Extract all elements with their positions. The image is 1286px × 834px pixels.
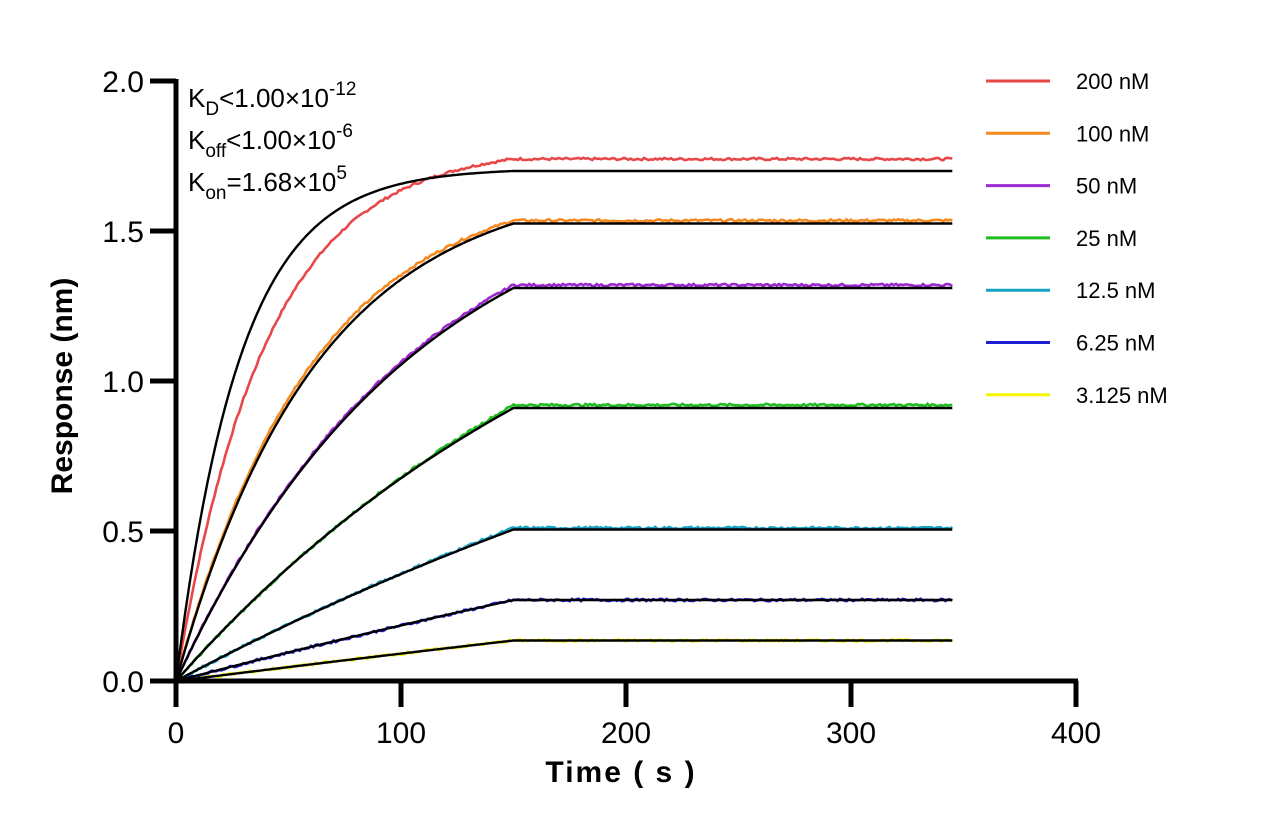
fit-line-12.5nm bbox=[175, 528, 953, 683]
legend-label: 3.125 nM bbox=[1076, 383, 1168, 408]
x-tick-label: 400 bbox=[1051, 717, 1101, 750]
x-axis-title: Time ( s ) bbox=[545, 756, 696, 789]
fit-line-100nm bbox=[174, 222, 953, 682]
y-tick-label: 0.0 bbox=[102, 666, 144, 699]
kinetic-constant-on: Kon=1.68×105 bbox=[188, 163, 347, 204]
y-tick-label: 1.5 bbox=[102, 216, 144, 249]
series-line-200nm bbox=[174, 156, 953, 682]
kinetic-constant-D: KD<1.00×10-12 bbox=[188, 79, 356, 120]
y-tick-label: 1.0 bbox=[102, 366, 144, 399]
legend-label: 12.5 nM bbox=[1076, 278, 1156, 303]
series-line-3.125nm bbox=[175, 637, 953, 683]
x-tick-label: 0 bbox=[168, 717, 185, 750]
x-tick-label: 200 bbox=[601, 717, 651, 750]
legend-label: 6.25 nM bbox=[1076, 331, 1156, 356]
legend-label: 100 nM bbox=[1076, 121, 1149, 146]
y-tick-label: 0.5 bbox=[102, 516, 144, 549]
legend-label: 50 nM bbox=[1076, 174, 1137, 199]
fit-line-3.125nm bbox=[175, 639, 953, 683]
series-line-12.5nm bbox=[175, 525, 954, 683]
fit-line-6.25nm bbox=[175, 598, 953, 683]
plot-area bbox=[174, 156, 954, 683]
legend-label: 25 nM bbox=[1076, 226, 1137, 251]
fit-line-50nm bbox=[174, 286, 953, 682]
fit-line-200nm bbox=[174, 169, 953, 682]
legend-label: 200 nM bbox=[1076, 69, 1149, 94]
y-axis-title: Response (nm) bbox=[46, 278, 79, 495]
kinetic-constant-off: Koff<1.00×10-6 bbox=[188, 121, 353, 162]
y-tick-label: 2.0 bbox=[102, 66, 144, 99]
x-tick-label: 300 bbox=[826, 717, 876, 750]
axes: 0.0 0.5 1.0 1.5 2.0 0 100 200 300 400 bbox=[102, 66, 1101, 750]
x-tick-label: 100 bbox=[376, 717, 426, 750]
series-line-100nm bbox=[174, 217, 953, 682]
fit-line-25nm bbox=[175, 406, 953, 682]
legend: 200 nM 100 nM 50 nM 25 nM 12.5 nM 6.25 nM 3.12… bbox=[986, 69, 1168, 408]
